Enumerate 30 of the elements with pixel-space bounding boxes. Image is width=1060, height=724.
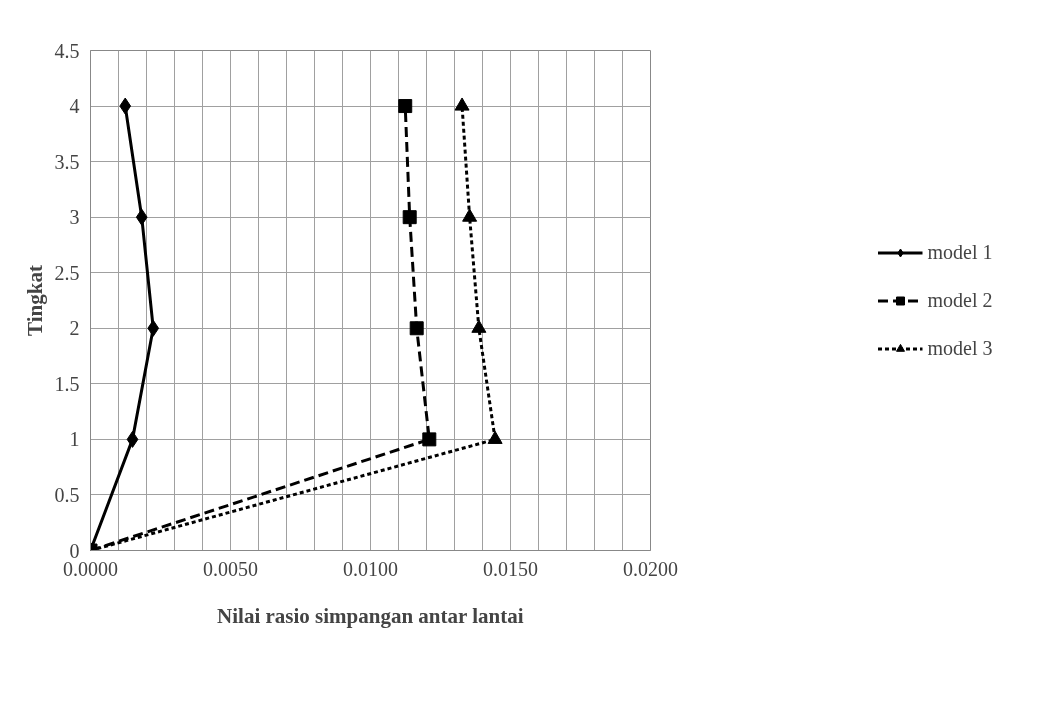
point: [398, 99, 413, 114]
y-tick-label: 1.5: [54, 372, 80, 395]
y-tick-label: 2: [69, 317, 80, 340]
point: [402, 210, 417, 225]
point: [471, 319, 487, 333]
y-axis-title: Tingkat: [22, 265, 47, 336]
point: [422, 432, 437, 447]
y-tick-label: 0.5: [54, 483, 80, 506]
x-axis-title: Nilai rasio simpangan antar lantai: [217, 603, 524, 628]
x-tick-label: 0.0100: [343, 557, 398, 580]
point: [135, 208, 148, 226]
y-tick-label: 3: [69, 206, 80, 229]
x-tick-label: 0.0050: [203, 557, 258, 580]
y-tick-label: 1: [69, 428, 80, 451]
point: [119, 97, 132, 115]
point: [462, 208, 478, 222]
x-tick-label: 0.0150: [483, 557, 538, 580]
point: [147, 319, 160, 337]
point: [409, 321, 424, 336]
x-tick-label: 0.0200: [623, 557, 678, 580]
point: [487, 430, 503, 444]
legend-label: model 3: [927, 336, 993, 360]
point: [454, 97, 470, 111]
y-tick-label: 3.5: [54, 150, 80, 173]
legend-label: model 2: [927, 288, 993, 312]
legend-label: model 1: [927, 240, 993, 264]
y-tick-label: 4.5: [54, 39, 80, 62]
y-tick-label: 4: [69, 95, 80, 118]
y-tick-label: 2.5: [54, 261, 80, 284]
point: [126, 430, 139, 448]
